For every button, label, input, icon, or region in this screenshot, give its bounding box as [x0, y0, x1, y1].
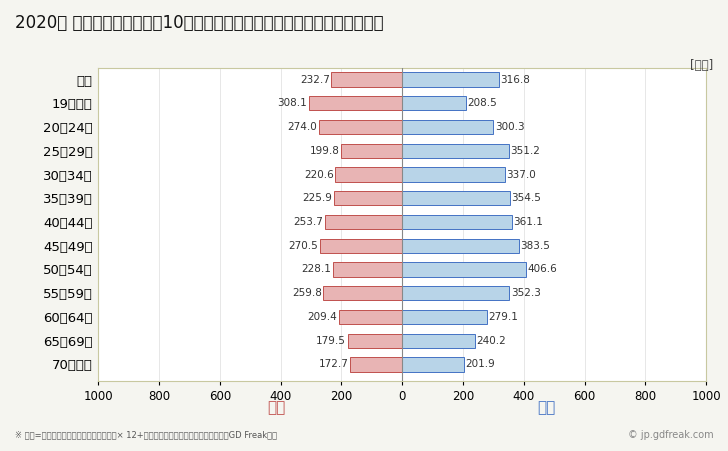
Bar	[403, 286, 510, 300]
Bar	[403, 215, 512, 229]
Text: 228.1: 228.1	[301, 264, 331, 275]
Text: 259.8: 259.8	[292, 288, 322, 298]
Bar	[333, 191, 403, 205]
Bar	[403, 357, 464, 372]
Text: ※ 年収=「きまって支給する現金給与額」× 12+「年間賞与その他特別給与額」としてGD Freak推計: ※ 年収=「きまって支給する現金給与額」× 12+「年間賞与その他特別給与額」と…	[15, 431, 277, 440]
Text: 172.7: 172.7	[318, 359, 348, 369]
Bar	[403, 262, 526, 276]
Text: 2020年 民間企業（従業者数10人以上）フルタイム労働者の男女別平均年収: 2020年 民間企業（従業者数10人以上）フルタイム労働者の男女別平均年収	[15, 14, 383, 32]
Bar	[403, 167, 505, 182]
Text: 240.2: 240.2	[477, 336, 507, 346]
Text: 208.5: 208.5	[467, 98, 497, 108]
Bar	[349, 357, 403, 372]
Bar	[403, 96, 466, 110]
Text: 274.0: 274.0	[288, 122, 317, 132]
Text: 383.5: 383.5	[521, 241, 550, 251]
Text: 232.7: 232.7	[300, 74, 330, 84]
Bar	[335, 167, 403, 182]
Text: 270.5: 270.5	[289, 241, 318, 251]
Text: 253.7: 253.7	[293, 217, 323, 227]
Text: 406.6: 406.6	[527, 264, 557, 275]
Bar	[403, 120, 494, 134]
Text: 351.2: 351.2	[510, 146, 540, 156]
Bar	[341, 143, 403, 158]
Text: 279.1: 279.1	[488, 312, 518, 322]
Bar	[403, 239, 519, 253]
Text: 361.1: 361.1	[513, 217, 543, 227]
Text: 352.3: 352.3	[511, 288, 541, 298]
Bar	[403, 310, 487, 324]
Bar	[325, 215, 403, 229]
Bar	[339, 310, 403, 324]
Text: 354.5: 354.5	[512, 193, 542, 203]
Bar	[403, 334, 475, 348]
Text: 337.0: 337.0	[506, 170, 536, 179]
Bar	[403, 73, 499, 87]
Text: 199.8: 199.8	[310, 146, 340, 156]
Text: 女性: 女性	[267, 400, 286, 416]
Text: 308.1: 308.1	[277, 98, 307, 108]
Bar	[403, 191, 510, 205]
Bar	[319, 120, 403, 134]
Text: 179.5: 179.5	[316, 336, 346, 346]
Bar	[333, 262, 403, 276]
Bar	[331, 73, 403, 87]
Text: 男性: 男性	[537, 400, 555, 416]
Bar	[320, 239, 403, 253]
Bar	[323, 286, 403, 300]
Text: 201.9: 201.9	[465, 359, 495, 369]
Text: 225.9: 225.9	[302, 193, 332, 203]
Text: 300.3: 300.3	[495, 122, 525, 132]
Bar	[403, 143, 509, 158]
Bar	[348, 334, 403, 348]
Bar	[309, 96, 403, 110]
Text: 316.8: 316.8	[500, 74, 530, 84]
Text: [万円]: [万円]	[690, 59, 713, 72]
Text: 209.4: 209.4	[307, 312, 337, 322]
Text: 220.6: 220.6	[304, 170, 333, 179]
Text: © jp.gdfreak.com: © jp.gdfreak.com	[628, 430, 713, 440]
